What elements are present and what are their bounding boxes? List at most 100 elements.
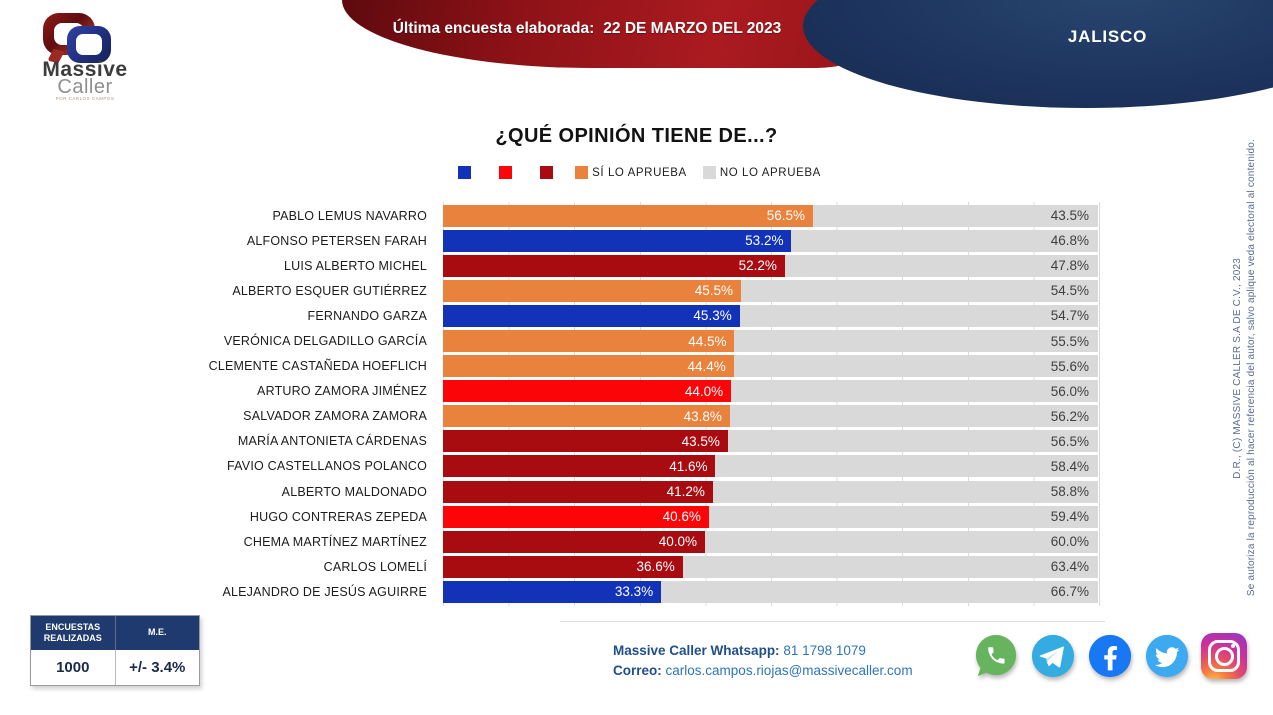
- disapprove-bar: 33.3% 66.7%: [443, 580, 1098, 603]
- email-line: Correo: carlos.campos.riojas@massivecall…: [613, 661, 913, 681]
- whatsapp-line: Massive Caller Whatsapp: 81 1798 1079: [613, 641, 913, 661]
- chart-rows: PABLO LEMUS NAVARRO 56.5% 43.5% ALFONSO PET…: [0, 203, 1273, 605]
- chart-row: ALFONSO PETERSEN FARAH 53.2% 46.8%: [0, 228, 1273, 253]
- approve-bar: 41.2%: [443, 480, 713, 503]
- disapprove-bar: 40.6% 59.4%: [443, 505, 1098, 528]
- approve-bar: 33.3%: [443, 580, 662, 603]
- legend-label: NO LO APRUEBA: [719, 166, 821, 179]
- legend-item: [499, 166, 513, 179]
- disapprove-bar: 45.3% 54.7%: [443, 304, 1098, 327]
- disapprove-bar: 44.5% 55.5%: [443, 330, 1098, 353]
- chart-row: ALBERTO MALDONADO 41.2% 58.8%: [0, 479, 1273, 504]
- candidate-name: ARTURO ZAMORA JIMÉNEZ: [257, 384, 427, 399]
- candidate-name: ALBERTO MALDONADO: [281, 484, 427, 499]
- whatsapp-number[interactable]: 81 1798 1079: [783, 643, 866, 658]
- disapprove-value: 46.8%: [1050, 233, 1089, 249]
- chart-row: ALEJANDRO DE JESÚS AGUIRRE 33.3% 66.7%: [0, 579, 1273, 604]
- copyright-line: D.R., (C) MASSIVE CALLER S.A DE C.V., 20…: [1232, 257, 1243, 479]
- logo-tagline: POR CARLOS CAMPOS: [55, 96, 115, 101]
- disapprove-value: 55.5%: [1050, 333, 1089, 349]
- chart-row: CHEMA MARTÍNEZ MARTÍNEZ 40.0% 60.0%: [0, 529, 1273, 554]
- email-address[interactable]: carlos.campos.riojas@massivecaller.com: [665, 663, 913, 678]
- copyright-vertical-text: D.R., (C) MASSIVE CALLER S.A DE C.V., 20…: [1232, 126, 1257, 610]
- chart-row: HUGO CONTRERAS ZEPEDA 40.6% 59.4%: [0, 504, 1273, 529]
- banner-date: 22 DE MARZO DEL 2023: [603, 20, 782, 37]
- disapprove-value: 63.4%: [1050, 559, 1089, 575]
- disapprove-value: 54.7%: [1050, 308, 1089, 324]
- stats-value-me: +/- 3.4%: [129, 659, 186, 676]
- disapprove-value: 56.2%: [1050, 408, 1089, 424]
- authorization-line: Se autoriza la reproducción al hacer ref…: [1246, 139, 1257, 597]
- instagram-icon[interactable]: [1201, 633, 1247, 679]
- candidate-name: CARLOS LOMELÍ: [323, 559, 427, 574]
- candidate-name: PABLO LEMUS NAVARRO: [272, 208, 427, 223]
- disapprove-value: 58.4%: [1050, 458, 1089, 474]
- chart-baseline: [560, 621, 1105, 622]
- disapprove-bar: 56.5% 43.5%: [443, 204, 1098, 227]
- chart-row: CLEMENTE CASTAÑEDA HOEFLICH 44.4% 55.6%: [0, 354, 1273, 379]
- approve-bar: 44.4%: [443, 355, 734, 378]
- chart-title: ¿QUÉ OPINIÓN TIENE DE...?: [495, 125, 778, 147]
- legend-label: SÍ LO APRUEBA: [592, 166, 687, 179]
- approve-bar: 40.0%: [443, 530, 705, 553]
- disapprove-bar: 52.2% 47.8%: [443, 254, 1098, 277]
- chart-row: VERÓNICA DELGADILLO GARCÍA 44.5% 55.5%: [0, 328, 1273, 353]
- chart-row: ALBERTO ESQUER GUTIÉRREZ 45.5% 54.5%: [0, 278, 1273, 303]
- stats-value-encuestas: 1000: [31, 650, 116, 685]
- region-label: JALISCO: [1067, 27, 1148, 46]
- candidate-name: FERNANDO GARZA: [307, 308, 427, 323]
- disapprove-bar: 43.8% 56.2%: [443, 405, 1098, 428]
- chart-legend: SÍ LO APRUEBA NO LO APRUEBA: [0, 166, 1273, 179]
- twitter-icon[interactable]: [1144, 633, 1190, 679]
- stats-header-me: M.E.: [147, 627, 167, 638]
- chart-row: PABLO LEMUS NAVARRO 56.5% 43.5%: [0, 203, 1273, 228]
- approve-bar: 53.2%: [443, 229, 792, 252]
- approve-bar: 56.5%: [443, 204, 814, 227]
- disapprove-bar: 36.6% 63.4%: [443, 555, 1098, 578]
- candidate-name: HUGO CONTRERAS ZEPEDA: [249, 509, 427, 524]
- legend-swatch-icon: [540, 166, 554, 179]
- banner-label: Última encuesta elaborada:: [392, 20, 595, 37]
- disapprove-bar: 44.0% 56.0%: [443, 380, 1098, 403]
- candidate-name: CHEMA MARTÍNEZ MARTÍNEZ: [243, 534, 427, 549]
- facebook-icon[interactable]: [1087, 633, 1133, 679]
- disapprove-bar: 41.2% 58.8%: [443, 480, 1098, 503]
- legend-item: [540, 166, 554, 179]
- email-label: Correo:: [613, 663, 662, 678]
- disapprove-value: 58.8%: [1050, 484, 1089, 500]
- disapprove-bar: 53.2% 46.8%: [443, 229, 1098, 252]
- disapprove-value: 59.4%: [1050, 509, 1089, 525]
- sample-stats-table: ENCUESTAS REALIZADAS M.E. 1000 +/- 3.4%: [30, 615, 200, 686]
- approve-bar: 43.8%: [443, 405, 730, 428]
- header-blue-shape: [803, 0, 1273, 108]
- legend-swatch-icon: [499, 166, 513, 179]
- contact-block: Massive Caller Whatsapp: 81 1798 1079 Co…: [613, 641, 913, 681]
- logo-text-massive: Massive: [42, 58, 128, 81]
- legend-swatch-icon: [575, 166, 589, 179]
- disapprove-value: 54.5%: [1050, 283, 1089, 299]
- chart-row: FERNANDO GARZA 45.3% 54.7%: [0, 303, 1273, 328]
- whatsapp-icon[interactable]: [973, 633, 1019, 679]
- legend-item: [458, 166, 472, 179]
- disapprove-bar: 45.5% 54.5%: [443, 279, 1098, 302]
- legend-item: NO LO APRUEBA: [702, 166, 821, 179]
- chart-row: SALVADOR ZAMORA ZAMORA 43.8% 56.2%: [0, 404, 1273, 429]
- disapprove-value: 47.8%: [1050, 258, 1089, 274]
- telegram-icon[interactable]: [1030, 633, 1076, 679]
- approve-bar: 45.5%: [443, 279, 742, 302]
- disapprove-value: 56.0%: [1050, 383, 1089, 399]
- whatsapp-label: Massive Caller Whatsapp:: [613, 643, 780, 658]
- legend-swatch-icon: [702, 166, 716, 179]
- disapprove-value: 66.7%: [1050, 584, 1089, 600]
- candidate-name: FAVIO CASTELLANOS POLANCO: [227, 459, 427, 474]
- candidate-name: CLEMENTE CASTAÑEDA HOEFLICH: [208, 359, 427, 374]
- chart-row: ARTURO ZAMORA JIMÉNEZ 44.0% 56.0%: [0, 379, 1273, 404]
- logo-text-caller: Caller: [57, 76, 113, 98]
- legend-item: SÍ LO APRUEBA: [575, 166, 687, 179]
- disapprove-value: 56.5%: [1050, 433, 1089, 449]
- chart-row: CARLOS LOMELÍ 36.6% 63.4%: [0, 554, 1273, 579]
- approve-bar: 43.5%: [443, 430, 728, 453]
- disapprove-bar: 41.6% 58.4%: [443, 455, 1098, 478]
- candidate-name: LUIS ALBERTO MICHEL: [284, 258, 427, 273]
